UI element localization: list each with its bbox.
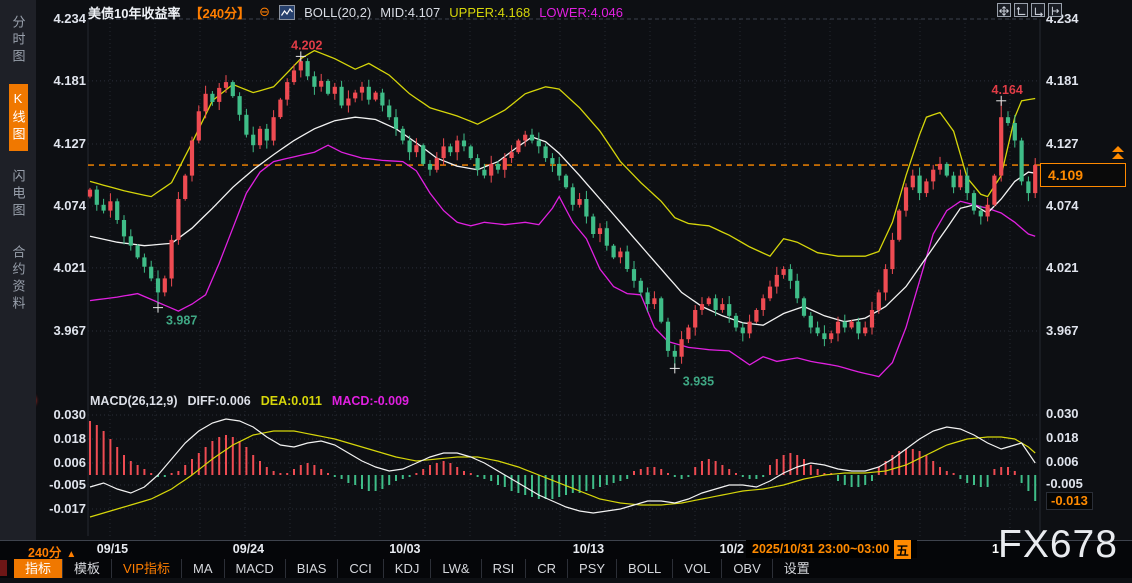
toolbar-item-LW&[interactable]: LW& — [430, 559, 480, 578]
current-price-tag: 4.109 — [1040, 163, 1126, 187]
candles-layer — [87, 56, 1038, 369]
triangle-up-icon: ▲ — [66, 549, 77, 560]
annotations-layer: 4.202 3.987 3.935 4.164 — [153, 38, 1023, 388]
grid-layer — [87, 18, 1041, 536]
line-chart-icon[interactable] — [279, 4, 296, 20]
x-axis-scale-icon[interactable] — [1031, 3, 1045, 17]
y-axis-scale-icon[interactable] — [1014, 3, 1028, 17]
sidebar-item-1[interactable]: K线图 — [8, 84, 28, 151]
toolbar-item-PSY[interactable]: PSY — [567, 559, 616, 578]
indicator-toolbar: 指标 模板 VIP指标 MA MACD BIAS CCI KDJ LW& RSI CR PSY BOLL… — [14, 559, 821, 578]
instrument-title: 美债10年收益率 — [88, 5, 181, 21]
macd-indicator-label: MACD(26,12,9) — [90, 394, 178, 408]
bollinger-bands-layer — [89, 49, 1036, 378]
price-axis-label: 4.074 — [53, 197, 86, 213]
toolbar-item-CCI[interactable]: CCI — [337, 559, 382, 578]
date-label: 09/24 — [232, 542, 265, 556]
toolbar-item-MA[interactable]: MA — [181, 559, 224, 578]
toolbar-item-RSI[interactable]: RSI — [480, 559, 526, 578]
corner-mark — [0, 560, 7, 576]
watermark: FX678 — [998, 523, 1118, 566]
price-axis-label-right: 3.967 — [1046, 323, 1079, 338]
svg-text:4.202: 4.202 — [291, 38, 322, 52]
date-label: 10/03 — [389, 542, 421, 556]
up-arrows-icon — [1112, 146, 1124, 160]
date-label: 09/15 — [96, 542, 129, 556]
price-axis-label-right: 4.021 — [1046, 259, 1079, 275]
macd-axis-label: -0.017 — [49, 501, 86, 516]
boll-mid-value: MID:4.107 — [380, 4, 441, 20]
toolbar-item-CR[interactable]: CR — [525, 559, 567, 578]
macd-dea-value: DEA:0.011 — [260, 394, 322, 408]
price-axis-label: 4.127 — [53, 136, 86, 152]
date-label: 10/13 — [572, 542, 605, 556]
macd-axis-label-right: -0.013 — [1046, 492, 1093, 510]
price-axis-label: 4.234 — [53, 11, 86, 26]
macd-header: MACD(26,12,9) DIFF:0.006 DEA:0.011 MACD:… — [90, 394, 409, 408]
macd-axis-label: 0.018 — [53, 431, 86, 446]
date-label: 10/2 — [719, 542, 745, 556]
dea-line — [89, 430, 1036, 518]
macd-histogram-layer — [89, 421, 1037, 501]
macd-axis-label-right: 0.006 — [1046, 454, 1079, 469]
chart-tool-icons — [997, 3, 1062, 17]
dif-line — [89, 418, 1036, 514]
macd-macd-value: MACD:-0.009 — [331, 394, 410, 408]
bar-datetime-tooltip: 2025/10/31 23:00~03:00 五 — [746, 539, 917, 559]
toolbar-item-BIAS[interactable]: BIAS — [284, 559, 338, 578]
period-tag: 【240分】 — [189, 5, 251, 21]
macd-diff-value: DIFF:0.006 — [187, 394, 251, 408]
price-axis-label: 4.021 — [53, 259, 86, 275]
toolbar-item-VOL[interactable]: VOL — [672, 559, 721, 578]
macd-axis-label-right: 0.018 — [1046, 430, 1079, 445]
macd-axis-label-right: -0.005 — [1046, 476, 1083, 491]
macd-axis-label-right: 0.030 — [1046, 406, 1079, 421]
price-axis-label-right: 4.074 — [1046, 197, 1079, 213]
price-axis-label: 4.181 — [53, 72, 86, 88]
chart-type-sidebar: 分时图 K线图闪电图合约资料 — [0, 0, 36, 540]
toolbar-item-KDJ[interactable]: KDJ — [382, 559, 431, 578]
sidebar-item-0[interactable]: 分时图 — [10, 15, 26, 66]
price-axis-label-right: 4.127 — [1046, 136, 1079, 152]
toolbar-item-OBV[interactable]: OBV — [721, 559, 771, 578]
period-selector[interactable]: 240分 ▲ — [28, 546, 77, 560]
boll-indicator-label: BOLL(20,2) — [304, 4, 372, 20]
sidebar-item-3[interactable]: 合约资料 — [10, 245, 26, 313]
svg-text:3.935: 3.935 — [683, 374, 714, 388]
tooltip-datetime: 2025/10/31 23:00~03:00 — [752, 542, 890, 556]
macd-axis-label: 0.030 — [53, 407, 86, 422]
price-axis-label: 3.967 — [53, 323, 86, 338]
pan-right-icon[interactable] — [1048, 3, 1062, 17]
price-axis-label-right: 4.181 — [1046, 72, 1079, 88]
macd-axis-label: -0.005 — [49, 477, 86, 492]
tooltip-weekday: 五 — [894, 539, 911, 559]
toolbar-item-MACD[interactable]: MACD — [223, 559, 285, 578]
svg-text:3.987: 3.987 — [166, 314, 197, 328]
move-chart-icon[interactable] — [997, 3, 1011, 17]
bottom-bar-background — [0, 540, 1132, 578]
tooltip-suffix: 1 — [992, 542, 999, 556]
minus-circle-icon[interactable]: ⊖ — [259, 4, 271, 19]
boll-upper-value: UPPER:4.168 — [449, 4, 531, 20]
chart-header: 美债10年收益率 【240分】 ⊖ BOLL(20,2) MID:4.107 U… — [88, 4, 624, 21]
toolbar-item-设置[interactable]: 设置 — [771, 559, 821, 578]
sidebar-item-2[interactable]: 闪电图 — [10, 169, 26, 220]
toolbar-item-BOLL[interactable]: BOLL — [616, 559, 672, 578]
toolbar-item-VIP指标[interactable]: VIP指标 — [111, 559, 181, 578]
toolbar-item-指标[interactable]: 指标 — [14, 559, 63, 578]
toolbar-item-模板[interactable]: 模板 — [62, 559, 111, 578]
macd-axis-label: 0.006 — [53, 455, 86, 470]
boll-lower-value: LOWER:4.046 — [539, 4, 624, 20]
svg-text:4.164: 4.164 — [992, 83, 1023, 97]
